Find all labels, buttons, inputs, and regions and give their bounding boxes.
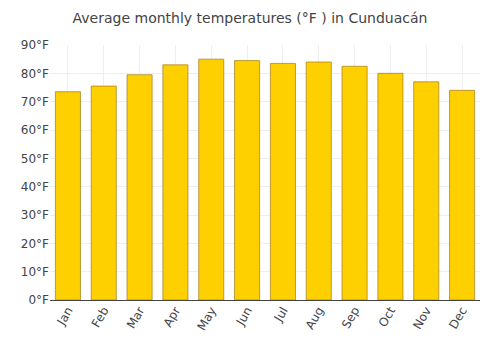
svg-text:Nov: Nov xyxy=(410,305,434,332)
svg-text:Oct: Oct xyxy=(376,304,399,329)
svg-text:Sep: Sep xyxy=(339,305,362,332)
svg-text:70°F: 70°F xyxy=(21,95,49,109)
svg-text:Jul: Jul xyxy=(271,305,291,325)
svg-text:90°F: 90°F xyxy=(21,38,49,52)
svg-text:60°F: 60°F xyxy=(21,123,49,137)
svg-text:May: May xyxy=(195,305,220,333)
svg-text:30°F: 30°F xyxy=(21,208,49,222)
svg-text:Jun: Jun xyxy=(233,305,255,329)
svg-text:50°F: 50°F xyxy=(21,152,49,166)
svg-text:Dec: Dec xyxy=(446,305,470,332)
svg-text:Feb: Feb xyxy=(89,305,112,330)
svg-text:40°F: 40°F xyxy=(21,180,49,194)
svg-text:10°F: 10°F xyxy=(21,265,49,279)
svg-text:20°F: 20°F xyxy=(21,237,49,251)
svg-text:Average monthly temperatures (: Average monthly temperatures (°F ) in Cu… xyxy=(73,10,428,26)
svg-text:Apr: Apr xyxy=(161,304,184,329)
svg-text:Jan: Jan xyxy=(54,305,76,329)
svg-text:Mar: Mar xyxy=(124,304,147,331)
svg-text:Aug: Aug xyxy=(303,305,327,332)
svg-text:0°F: 0°F xyxy=(28,293,49,307)
svg-text:80°F: 80°F xyxy=(21,67,49,81)
